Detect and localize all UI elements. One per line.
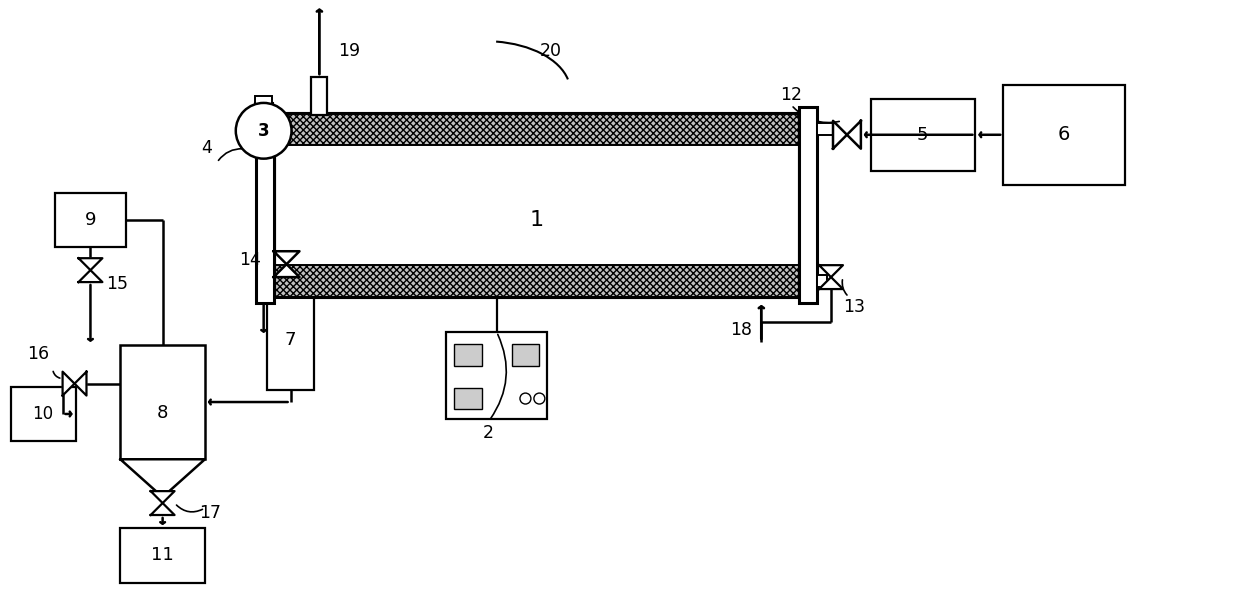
Text: 15: 15 [107,275,128,293]
Text: 11: 11 [151,547,174,564]
Text: 9: 9 [84,211,97,229]
Text: 12: 12 [780,86,802,104]
Text: 6: 6 [1058,125,1070,144]
Text: 3: 3 [258,122,269,140]
Polygon shape [274,251,300,264]
Text: 13: 13 [843,298,866,316]
Text: 19: 19 [339,42,361,60]
Bar [254,103,273,117]
Bar [1003,85,1125,185]
Bar [870,99,976,170]
Text: 5: 5 [916,126,929,144]
Bar [274,113,799,297]
Polygon shape [62,371,74,396]
Polygon shape [274,264,300,277]
Circle shape [236,103,291,159]
Bar [274,113,799,297]
Bar [248,124,257,138]
Polygon shape [820,265,843,277]
Bar [120,528,205,583]
Polygon shape [820,277,843,289]
Text: 10: 10 [32,406,53,423]
Polygon shape [847,121,861,149]
Bar [55,193,126,247]
Bar [512,344,539,365]
Circle shape [534,393,544,404]
Polygon shape [78,258,103,270]
Polygon shape [120,459,205,497]
Bar [817,275,827,287]
Text: 18: 18 [730,321,753,339]
Bar [799,107,817,303]
Polygon shape [151,491,175,503]
Bar [11,386,76,441]
Text: 1: 1 [529,210,543,231]
Bar [267,290,315,389]
Bar [120,345,205,459]
Bar [454,388,481,409]
Polygon shape [74,371,87,396]
Text: 2: 2 [484,424,494,442]
Polygon shape [78,270,103,282]
Text: 16: 16 [26,345,48,363]
Bar [274,113,799,144]
Text: 8: 8 [157,405,169,423]
Circle shape [520,393,531,404]
Text: 17: 17 [198,504,221,522]
Bar [311,77,327,115]
Text: 20: 20 [539,42,562,60]
Text: 4: 4 [201,138,212,157]
Text: 14: 14 [239,251,260,269]
Bar [255,107,274,303]
Bar [274,265,799,297]
Text: 7: 7 [285,331,296,349]
Bar [817,123,833,135]
Bar [454,344,481,365]
Polygon shape [151,503,175,515]
Bar [446,332,547,420]
Bar [255,96,272,107]
Polygon shape [833,121,847,149]
